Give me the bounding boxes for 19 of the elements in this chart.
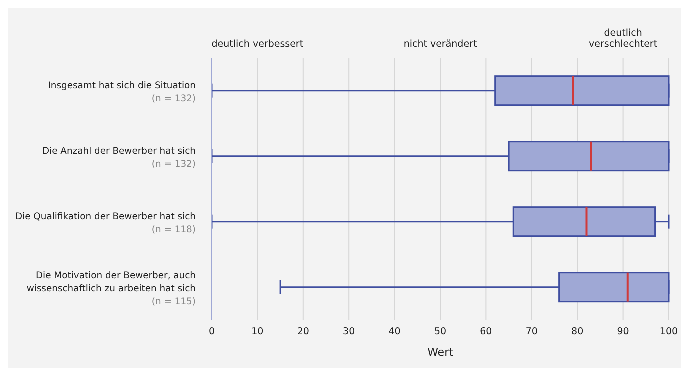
text: deutlich verbessert: [210, 39, 305, 50]
x-tick-label: 100: [660, 326, 678, 338]
x-tick-label: 50: [434, 326, 447, 338]
x-tick-label: 60: [480, 326, 492, 338]
x-tick-label: 70: [526, 326, 538, 338]
x-tick-label: 10: [252, 326, 264, 338]
x-tick-label: 0: [208, 326, 216, 338]
y-tick-label: Insgesamt hat sich die Situation (n = 132): [48, 80, 196, 104]
y-tick-label: Die Motivation der Bewerber, auch wissenschaftlich zu arbeiten hat sich (n = 115): [26, 270, 196, 308]
x-tick-label: 90: [617, 326, 630, 338]
text: deutlich verschlechtert: [588, 28, 659, 50]
x-tick-label: 40: [388, 326, 401, 338]
x-tick-label: 30: [343, 326, 356, 338]
x-tick-label: 80: [572, 326, 584, 338]
y-tick-label: Die Anzahl der Bewerber hat sich (n = 132): [42, 146, 196, 170]
x-tick-label: 20: [297, 326, 310, 338]
text: nicht verändert: [402, 39, 478, 50]
y-tick-label: Die Qualifikation der Bewerber hat sich (n = 118): [15, 211, 196, 236]
x-axis-title: Wert: [428, 346, 454, 359]
